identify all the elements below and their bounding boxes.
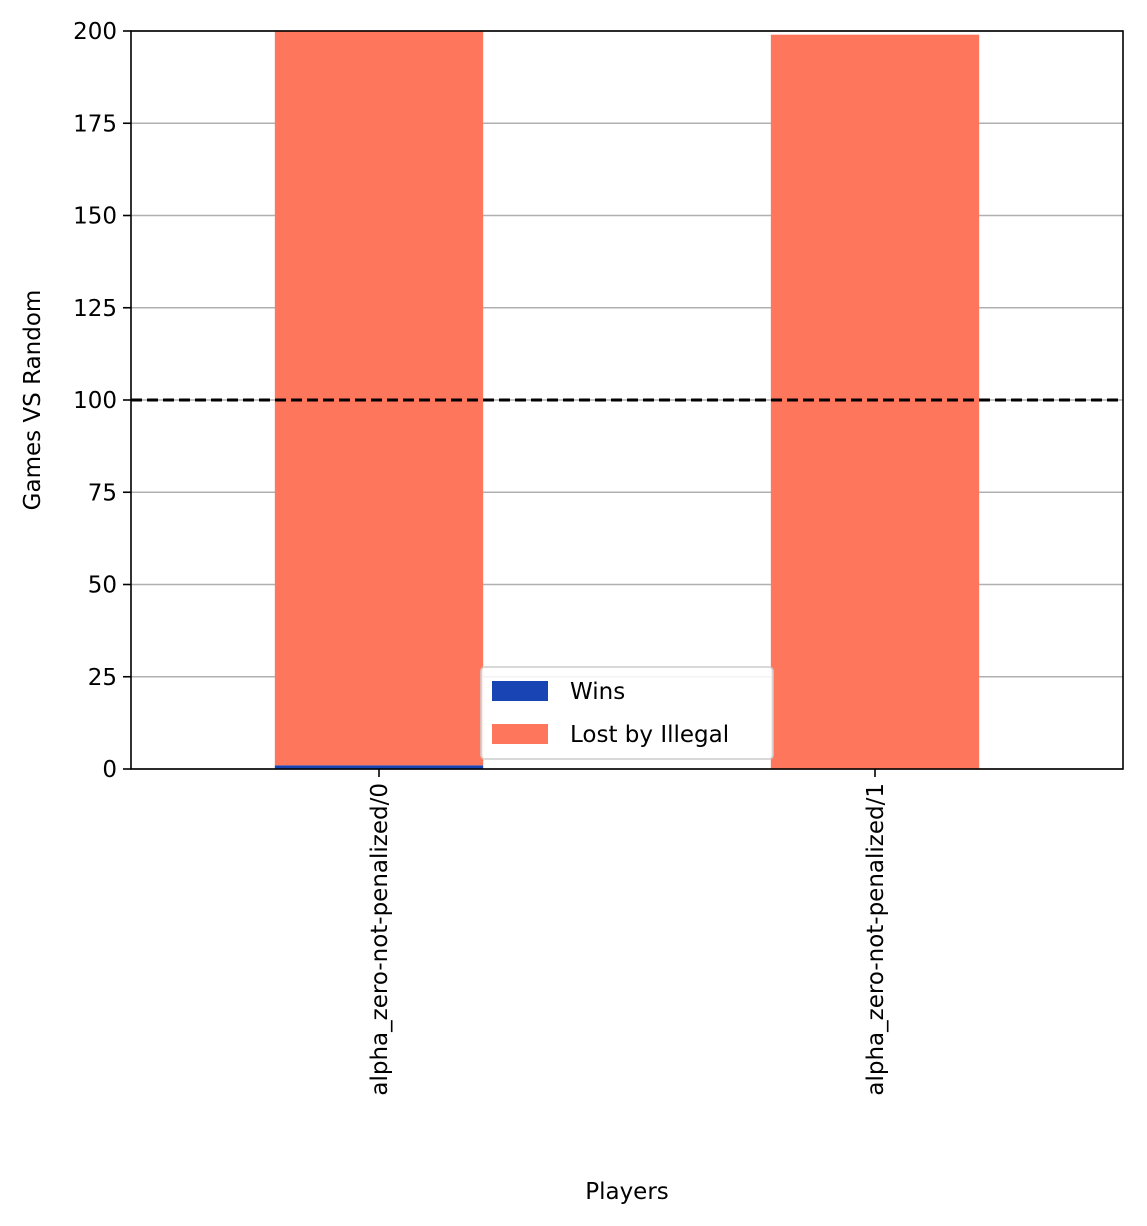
y-axis-label: Games VS Random (20, 290, 46, 511)
bar-lost-by-illegal (274, 31, 484, 766)
y-tick-label: 100 (73, 388, 117, 414)
y-tick-label: 175 (73, 111, 117, 137)
legend: Wins Lost by Illegal (480, 666, 774, 760)
y-tick-label: 0 (102, 757, 117, 783)
bar-wins (274, 765, 484, 769)
x-axis-label: Players (585, 1179, 669, 1205)
legend-swatch (492, 681, 548, 701)
y-tick-label: 150 (73, 204, 117, 230)
y-tick-label: 75 (88, 480, 117, 506)
y-tick-label: 200 (73, 19, 117, 45)
bar-lost-by-illegal (770, 34, 980, 769)
x-tick-label: alpha_zero-not-penalized/0 (367, 783, 393, 1096)
y-axis: 0 25 50 75 100 125 150 175 200 (73, 19, 131, 783)
legend-label: Wins (570, 679, 625, 705)
legend-swatch (492, 724, 548, 744)
legend-label: Lost by Illegal (570, 722, 729, 748)
y-tick-label: 50 (88, 573, 117, 599)
y-tick-label: 25 (88, 665, 117, 691)
y-tick-label: 125 (73, 296, 117, 322)
x-axis: alpha_zero-not-penalized/0 alpha_zero-not… (367, 769, 889, 1096)
bars (274, 31, 980, 769)
x-tick-label: alpha_zero-not-penalized/1 (863, 783, 889, 1096)
legend-box (480, 666, 774, 760)
